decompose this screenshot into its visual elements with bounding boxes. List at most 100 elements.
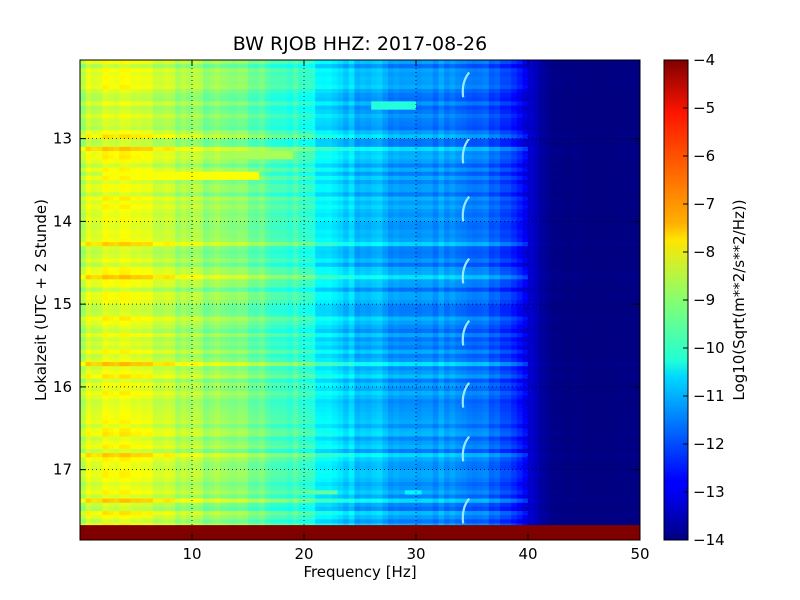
heatmap-cell: [416, 113, 423, 119]
heatmap-cell: [175, 229, 182, 235]
heatmap-cell: [253, 258, 260, 264]
heatmap-cell: [494, 184, 501, 189]
heatmap-cell: [208, 242, 215, 247]
heatmap-cell: [236, 76, 243, 82]
heatmap-cell: [102, 134, 109, 140]
heatmap-cell: [141, 208, 148, 214]
heatmap-cell: [332, 88, 339, 94]
heatmap-cell: [343, 250, 350, 256]
heatmap-cell: [343, 262, 350, 268]
heatmap-cell: [113, 167, 120, 173]
heatmap-cell: [80, 72, 87, 78]
heatmap-cell: [337, 60, 344, 65]
heatmap-cell: [449, 221, 456, 227]
heatmap-cell: [119, 208, 126, 214]
heatmap-cell: [472, 192, 479, 198]
heatmap-cell: [348, 258, 355, 264]
heatmap-cell: [315, 250, 322, 256]
heatmap-cell: [259, 155, 266, 160]
heatmap-cell: [600, 217, 607, 222]
heatmap-cell: [432, 258, 439, 264]
heatmap-cell: [533, 97, 540, 102]
heatmap-cell: [371, 93, 378, 98]
heatmap-cell: [444, 84, 451, 90]
heatmap-cell: [522, 134, 529, 140]
heatmap-cell: [533, 204, 540, 210]
heatmap-cell: [158, 242, 165, 247]
heatmap-cell: [533, 76, 540, 82]
heatmap-cell: [589, 117, 596, 123]
heatmap-cell: [522, 208, 529, 214]
heatmap-cell: [466, 101, 473, 107]
heatmap-cell: [612, 184, 619, 189]
heatmap-cell: [136, 146, 143, 152]
heatmap-cell: [220, 72, 227, 78]
heatmap-cell: [382, 97, 389, 102]
heatmap-cell: [354, 237, 361, 243]
heatmap-cell: [203, 72, 210, 78]
heatmap-cell: [225, 196, 232, 202]
heatmap-cell: [337, 134, 344, 140]
heatmap-cell: [556, 184, 563, 189]
heatmap-cell: [220, 113, 227, 119]
heatmap-cell: [444, 180, 451, 185]
heatmap-cell: [612, 262, 619, 268]
heatmap-cell: [147, 101, 154, 107]
heatmap-cell: [466, 130, 473, 136]
heatmap-cell: [108, 159, 115, 165]
heatmap-cell: [522, 76, 529, 82]
heatmap-cell: [595, 72, 602, 78]
heatmap-cell: [466, 142, 473, 148]
heatmap-cell: [634, 72, 640, 78]
heatmap-cell: [483, 93, 490, 98]
heatmap-cell: [337, 167, 344, 173]
heatmap-cell: [522, 109, 529, 115]
heatmap-cell: [416, 142, 423, 148]
heatmap-cell: [539, 163, 546, 169]
heatmap-cell: [634, 237, 640, 243]
heatmap-cell: [460, 76, 467, 82]
heatmap-cell: [612, 113, 619, 119]
heatmap-cell: [589, 262, 596, 268]
heatmap-cell: [186, 138, 193, 144]
heatmap-cell: [337, 68, 344, 74]
heatmap-cell: [449, 60, 456, 65]
heatmap-cell: [292, 175, 299, 181]
heatmap-cell: [634, 213, 640, 218]
heatmap-cell: [225, 93, 232, 98]
heatmap-cell: [91, 68, 98, 74]
heatmap-cell: [147, 134, 154, 140]
heatmap-cell: [516, 97, 523, 102]
heatmap-cell: [141, 105, 148, 111]
heatmap-cell: [572, 155, 579, 160]
heatmap-cell: [80, 246, 87, 251]
heatmap-cell: [287, 151, 294, 156]
heatmap-cell: [231, 242, 238, 247]
heatmap-cell: [259, 68, 266, 74]
heatmap-cell: [124, 213, 131, 218]
heatmap-cell: [192, 217, 199, 222]
heatmap-cell: [494, 250, 501, 256]
heatmap-cell: [236, 204, 243, 210]
heatmap-cell: [332, 68, 339, 74]
heatmap-cell: [147, 76, 154, 82]
heatmap-cell: [388, 250, 395, 256]
heatmap-cell: [253, 171, 260, 177]
heatmap-cell: [287, 130, 294, 136]
heatmap-cell: [578, 171, 585, 177]
heatmap-cell: [421, 208, 428, 214]
heatmap-cell: [505, 208, 512, 214]
heatmap-cell: [96, 221, 103, 227]
heatmap-cell: [477, 142, 484, 148]
heatmap-cell: [108, 175, 115, 181]
heatmap-cell: [516, 146, 523, 152]
heatmap-cell: [320, 68, 327, 74]
heatmap-cell: [539, 105, 546, 111]
heatmap-cell: [96, 254, 103, 260]
heatmap-cell: [584, 188, 591, 194]
heatmap-cell: [337, 105, 344, 111]
heatmap-cell: [561, 72, 568, 78]
heatmap-cell: [85, 204, 92, 210]
heatmap-cell: [606, 101, 613, 107]
